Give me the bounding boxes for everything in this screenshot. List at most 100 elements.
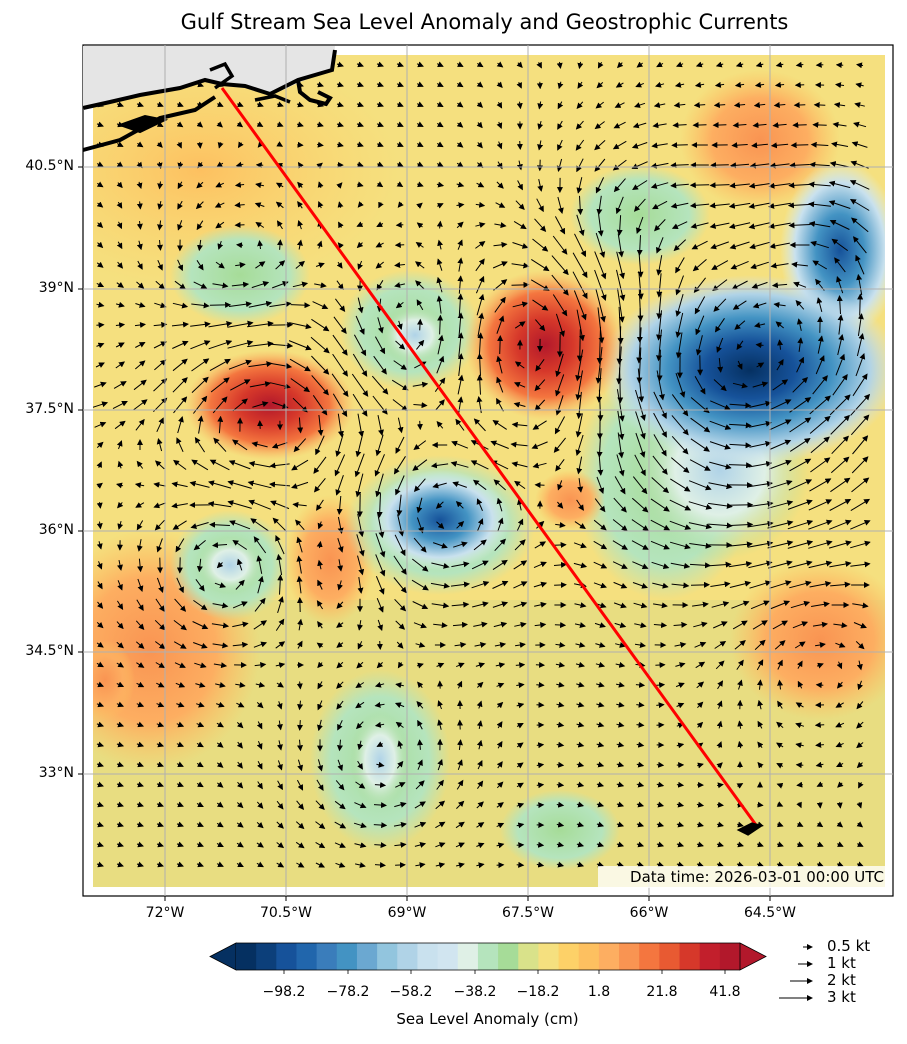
current-vector [93, 401, 109, 408]
current-vector [377, 415, 384, 436]
current-vector [436, 203, 444, 209]
current-vector [729, 422, 752, 429]
current-vector [772, 122, 787, 129]
current-vector [116, 440, 123, 450]
current-vector [773, 301, 786, 308]
current-vector [456, 181, 465, 188]
current-vector [208, 339, 233, 350]
current-vector [774, 81, 785, 88]
current-vector [594, 140, 606, 151]
current-vector [810, 436, 830, 454]
current-vector [852, 236, 867, 254]
current-vector [311, 318, 330, 332]
current-vector [796, 356, 805, 373]
current-vector [156, 417, 164, 433]
current-vector [809, 478, 832, 492]
current-vector [635, 411, 646, 440]
current-vector [552, 235, 568, 255]
current-vector [136, 240, 143, 251]
current-vector [791, 261, 808, 268]
current-vector [412, 459, 428, 471]
current-vector [117, 501, 124, 509]
current-vector [436, 521, 445, 529]
current-vector [190, 340, 211, 350]
current-vector [830, 477, 851, 493]
colorbar-extend-low [209, 942, 237, 971]
current-vector [475, 222, 486, 228]
current-vector [557, 101, 564, 110]
current-vector [710, 241, 729, 250]
current-vector [675, 372, 686, 398]
colorbar-swatch [518, 943, 539, 970]
current-vector [576, 456, 583, 475]
lon-tick-label: 64.5°W [743, 905, 796, 921]
current-vector [455, 501, 464, 509]
current-vector [96, 181, 104, 188]
current-vector [496, 101, 503, 109]
current-vector [157, 220, 164, 231]
current-vector [731, 280, 748, 290]
current-vector [555, 374, 565, 397]
current-vector [417, 318, 424, 331]
current-vector [227, 500, 252, 509]
current-vector [534, 399, 546, 411]
current-vector [336, 61, 344, 68]
current-vector [476, 101, 484, 108]
current-vector [596, 326, 603, 365]
current-vector [597, 214, 604, 237]
current-vector [377, 161, 384, 167]
current-vector [496, 376, 504, 393]
current-vector [751, 281, 768, 289]
current-vector [355, 315, 365, 335]
current-vector [436, 161, 444, 167]
current-vector [616, 215, 623, 236]
current-vector [617, 367, 624, 404]
current-vector [477, 332, 484, 357]
current-vector [116, 101, 124, 108]
current-vector [96, 322, 105, 329]
current-vector [537, 101, 544, 110]
current-vector [851, 217, 869, 233]
colorbar-swatch [457, 943, 479, 970]
current-vector [434, 377, 446, 392]
current-vector [851, 477, 870, 493]
current-vector [191, 358, 210, 372]
current-vector [136, 201, 143, 210]
current-vector [577, 81, 584, 89]
current-vector [376, 493, 383, 518]
current-vector [154, 519, 165, 531]
current-vector [333, 316, 347, 335]
current-vector [708, 502, 733, 509]
current-vector [172, 358, 188, 372]
current-vector [257, 240, 264, 250]
current-vector [635, 389, 646, 421]
current-vector [775, 321, 785, 329]
colorbar-swatch [356, 943, 378, 970]
current-vector [787, 499, 813, 510]
current-vector [135, 342, 146, 348]
current-vector [496, 397, 504, 412]
current-vector [675, 275, 684, 296]
current-vector [656, 310, 662, 341]
current-vector [413, 402, 428, 409]
current-vector [655, 81, 665, 88]
current-vector [557, 81, 564, 90]
current-vector [670, 202, 689, 209]
current-vector [557, 120, 563, 130]
current-vector [551, 274, 569, 296]
current-vector [317, 200, 324, 209]
current-vector [789, 438, 811, 452]
current-vector [196, 260, 204, 271]
current-vector [436, 220, 443, 229]
current-vector [613, 121, 626, 129]
colorbar-swatch [437, 943, 459, 970]
current-vector [652, 200, 668, 210]
current-vector [255, 221, 265, 228]
current-vector [837, 314, 844, 335]
current-vector [269, 301, 292, 308]
current-vector [812, 121, 827, 128]
current-vector [594, 251, 607, 280]
current-vector [692, 259, 707, 272]
current-vector [788, 479, 813, 491]
current-vector [748, 420, 772, 428]
